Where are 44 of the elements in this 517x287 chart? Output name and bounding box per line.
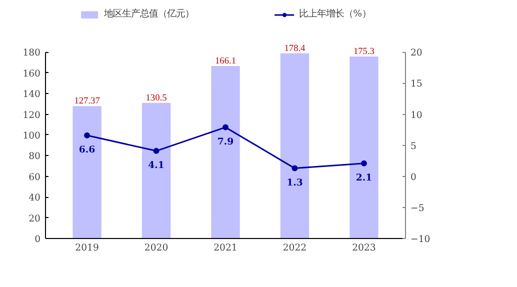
y2-tick-label: 20	[410, 48, 422, 59]
y-tick-label: 20	[28, 213, 41, 224]
data-label: 175.3	[353, 47, 375, 58]
data-label: 7.9	[217, 136, 234, 148]
y-tick-label: 160	[22, 68, 41, 80]
point	[360, 160, 367, 166]
y-tick-label: 80	[28, 151, 41, 162]
bar	[72, 106, 102, 238]
x-tick-label: 2023	[352, 242, 376, 254]
y2-tick-label: 5	[410, 140, 416, 152]
data-label: 130.5	[146, 93, 168, 104]
bar	[142, 102, 171, 238]
y-tick-label: 140	[22, 89, 41, 100]
point	[292, 165, 298, 172]
data-label: 1.3	[286, 177, 303, 188]
point	[153, 148, 160, 154]
y-tick-label: 100	[22, 130, 41, 142]
x-tick-label: 2020	[144, 242, 168, 254]
legend-label: 比上年增长（%）	[299, 8, 371, 20]
y2-tick-label: 0	[410, 172, 416, 183]
x-tick-label: 2021	[214, 242, 238, 254]
data-label: 4.1	[148, 160, 164, 171]
point	[84, 132, 90, 138]
data-label: 178.4	[284, 44, 306, 54]
y2-tick-label: 10	[410, 110, 422, 121]
y-tick-label: 120	[22, 110, 41, 121]
y2-tick-label: −10	[410, 234, 430, 245]
x-tick-label: 2022	[282, 242, 307, 254]
bar	[350, 56, 378, 238]
y-tick-label: 0	[34, 234, 41, 245]
y2-tick-label: 15	[410, 78, 422, 90]
x-tick-label: 2019	[75, 242, 99, 254]
data-label: 166.1	[215, 56, 236, 67]
legend-label: 地区生产总值（亿元）	[104, 8, 194, 20]
bar	[280, 53, 310, 238]
point	[222, 124, 228, 130]
bar	[211, 66, 240, 238]
data-label: 6.6	[78, 144, 96, 156]
data-label: 127.37	[74, 96, 100, 107]
y2-tick-label: −5	[410, 202, 424, 214]
data-label: 2.1	[356, 172, 372, 184]
y-tick-label: 180	[22, 48, 41, 59]
y-tick-label: 40	[28, 192, 41, 204]
y-tick-label: 60	[28, 172, 41, 183]
